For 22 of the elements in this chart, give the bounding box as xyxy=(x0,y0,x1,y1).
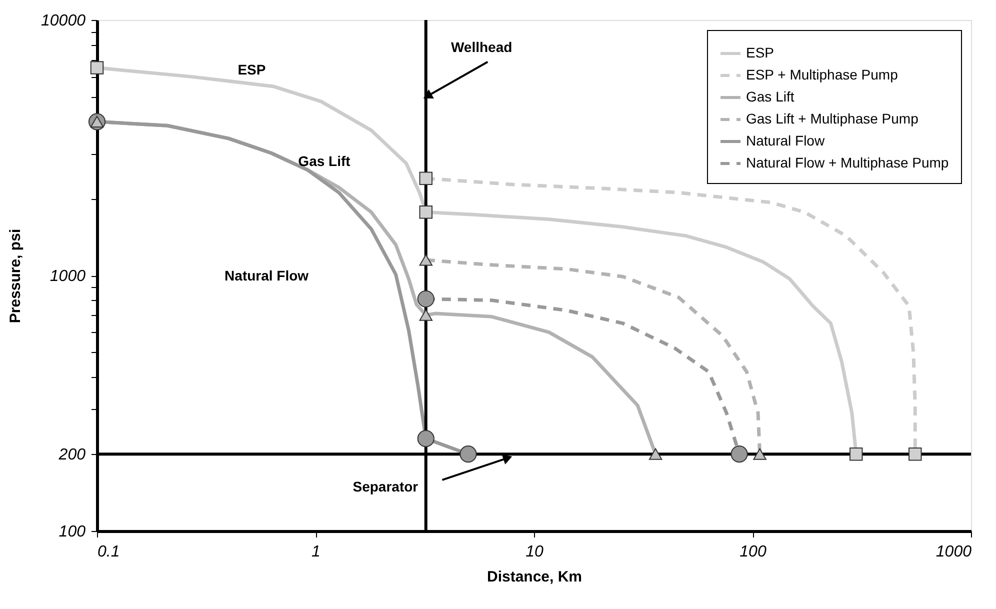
x-tick-label: 1 xyxy=(312,544,320,560)
legend-label: ESP + Multiphase Pump xyxy=(746,66,898,82)
y-tick-label: 10000 xyxy=(41,12,86,30)
legend-label: Natural Flow xyxy=(746,132,826,148)
y-tick-label: 1000 xyxy=(50,268,86,285)
annotation: Natural Flow xyxy=(224,268,309,284)
legend-label: Gas Lift xyxy=(746,88,794,104)
y-tick-label: 100 xyxy=(58,524,86,540)
legend-label: Gas Lift + Multiphase Pump xyxy=(746,110,919,126)
legend-label: ESP xyxy=(746,44,774,60)
legend-label: Natural Flow + Multiphase Pump xyxy=(746,154,949,170)
ref-line-label: Wellhead xyxy=(450,39,512,56)
x-tick-label: 10 xyxy=(526,544,544,560)
y-tick-label: 200 xyxy=(58,446,86,464)
x-axis-title: Distance, Km xyxy=(486,568,582,586)
x-tick-label: 1000 xyxy=(936,544,972,560)
x-tick-label: 100 xyxy=(740,544,766,560)
annotation: ESP xyxy=(238,62,266,78)
annotation: Gas Lift xyxy=(298,153,351,170)
ref-line-label: Separator xyxy=(352,478,419,495)
y-axis-title: Pressure, psi xyxy=(7,228,24,324)
x-tick-label: 0.1 xyxy=(98,544,120,560)
